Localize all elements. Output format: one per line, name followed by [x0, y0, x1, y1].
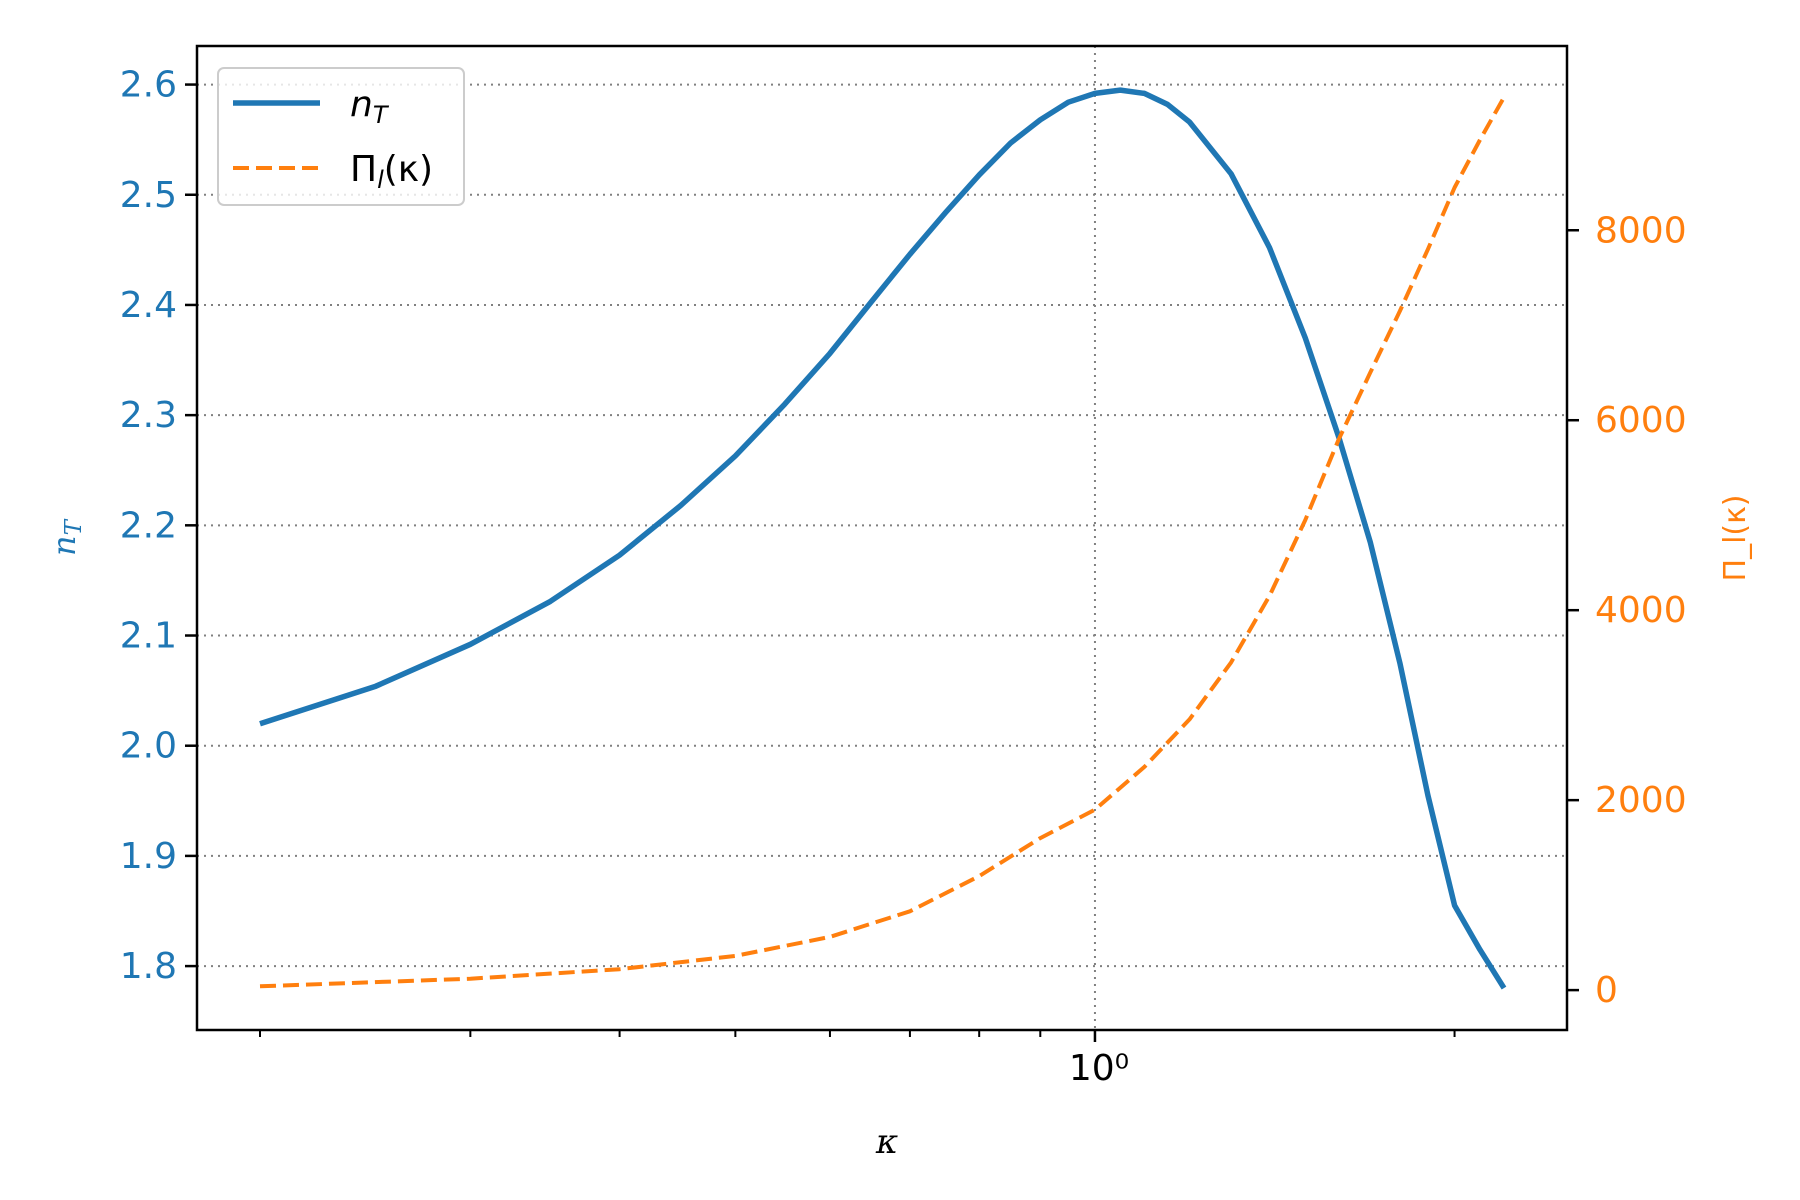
n-t-series-line [259, 87, 1507, 990]
right-y-tick-label: 6000 [1595, 400, 1687, 441]
legend: nT Πl(κ) [217, 67, 465, 206]
legend-label-0: nT [350, 84, 390, 129]
x-axis-label: κ [875, 1122, 898, 1162]
left-y-tick-label: 2.4 [120, 285, 177, 326]
left-y-tick-label: 2.6 [120, 65, 177, 106]
right-y-tick-label: 8000 [1595, 210, 1687, 251]
x-axis: 10⁰ [259, 1030, 1456, 1089]
plot-frame [195, 44, 1569, 1032]
left-y-axis-label: nT [45, 518, 87, 556]
right-y-tick-label: 2000 [1595, 780, 1687, 821]
left-y-axis-label-base: n [45, 535, 83, 556]
left-y-tick-label: 2.3 [120, 395, 177, 436]
right-y-tick-label: 4000 [1595, 590, 1687, 631]
right-y-tick-label: 0 [1595, 970, 1618, 1011]
right-y-axis-label: Π_l(κ) [1718, 495, 1753, 582]
grid-lines [197, 46, 1567, 1030]
left-y-tick-label: 2.2 [120, 505, 177, 546]
legend-label-1: Πl(κ) [350, 149, 433, 194]
left-y-tick-label: 2.0 [120, 726, 177, 767]
left-y-axis-label-subscript: T [61, 518, 87, 535]
right-y-axis: 0 2000 4000 6000 8000 [1567, 210, 1687, 1011]
pi-series-line [259, 96, 1506, 989]
axis-labels: κ nT Π_l(κ) [45, 495, 1753, 1162]
left-y-tick-label: 1.8 [120, 946, 177, 987]
series-lines [259, 87, 1507, 990]
left-y-tick-label: 2.5 [120, 175, 177, 216]
x-tick-label: 10⁰ [1069, 1048, 1129, 1089]
left-y-tick-label: 2.1 [120, 616, 177, 657]
left-y-axis: 1.8 1.9 2.0 2.1 2.2 2.3 2.4 2.5 2.6 [120, 65, 197, 987]
left-y-tick-label: 1.9 [120, 836, 177, 877]
